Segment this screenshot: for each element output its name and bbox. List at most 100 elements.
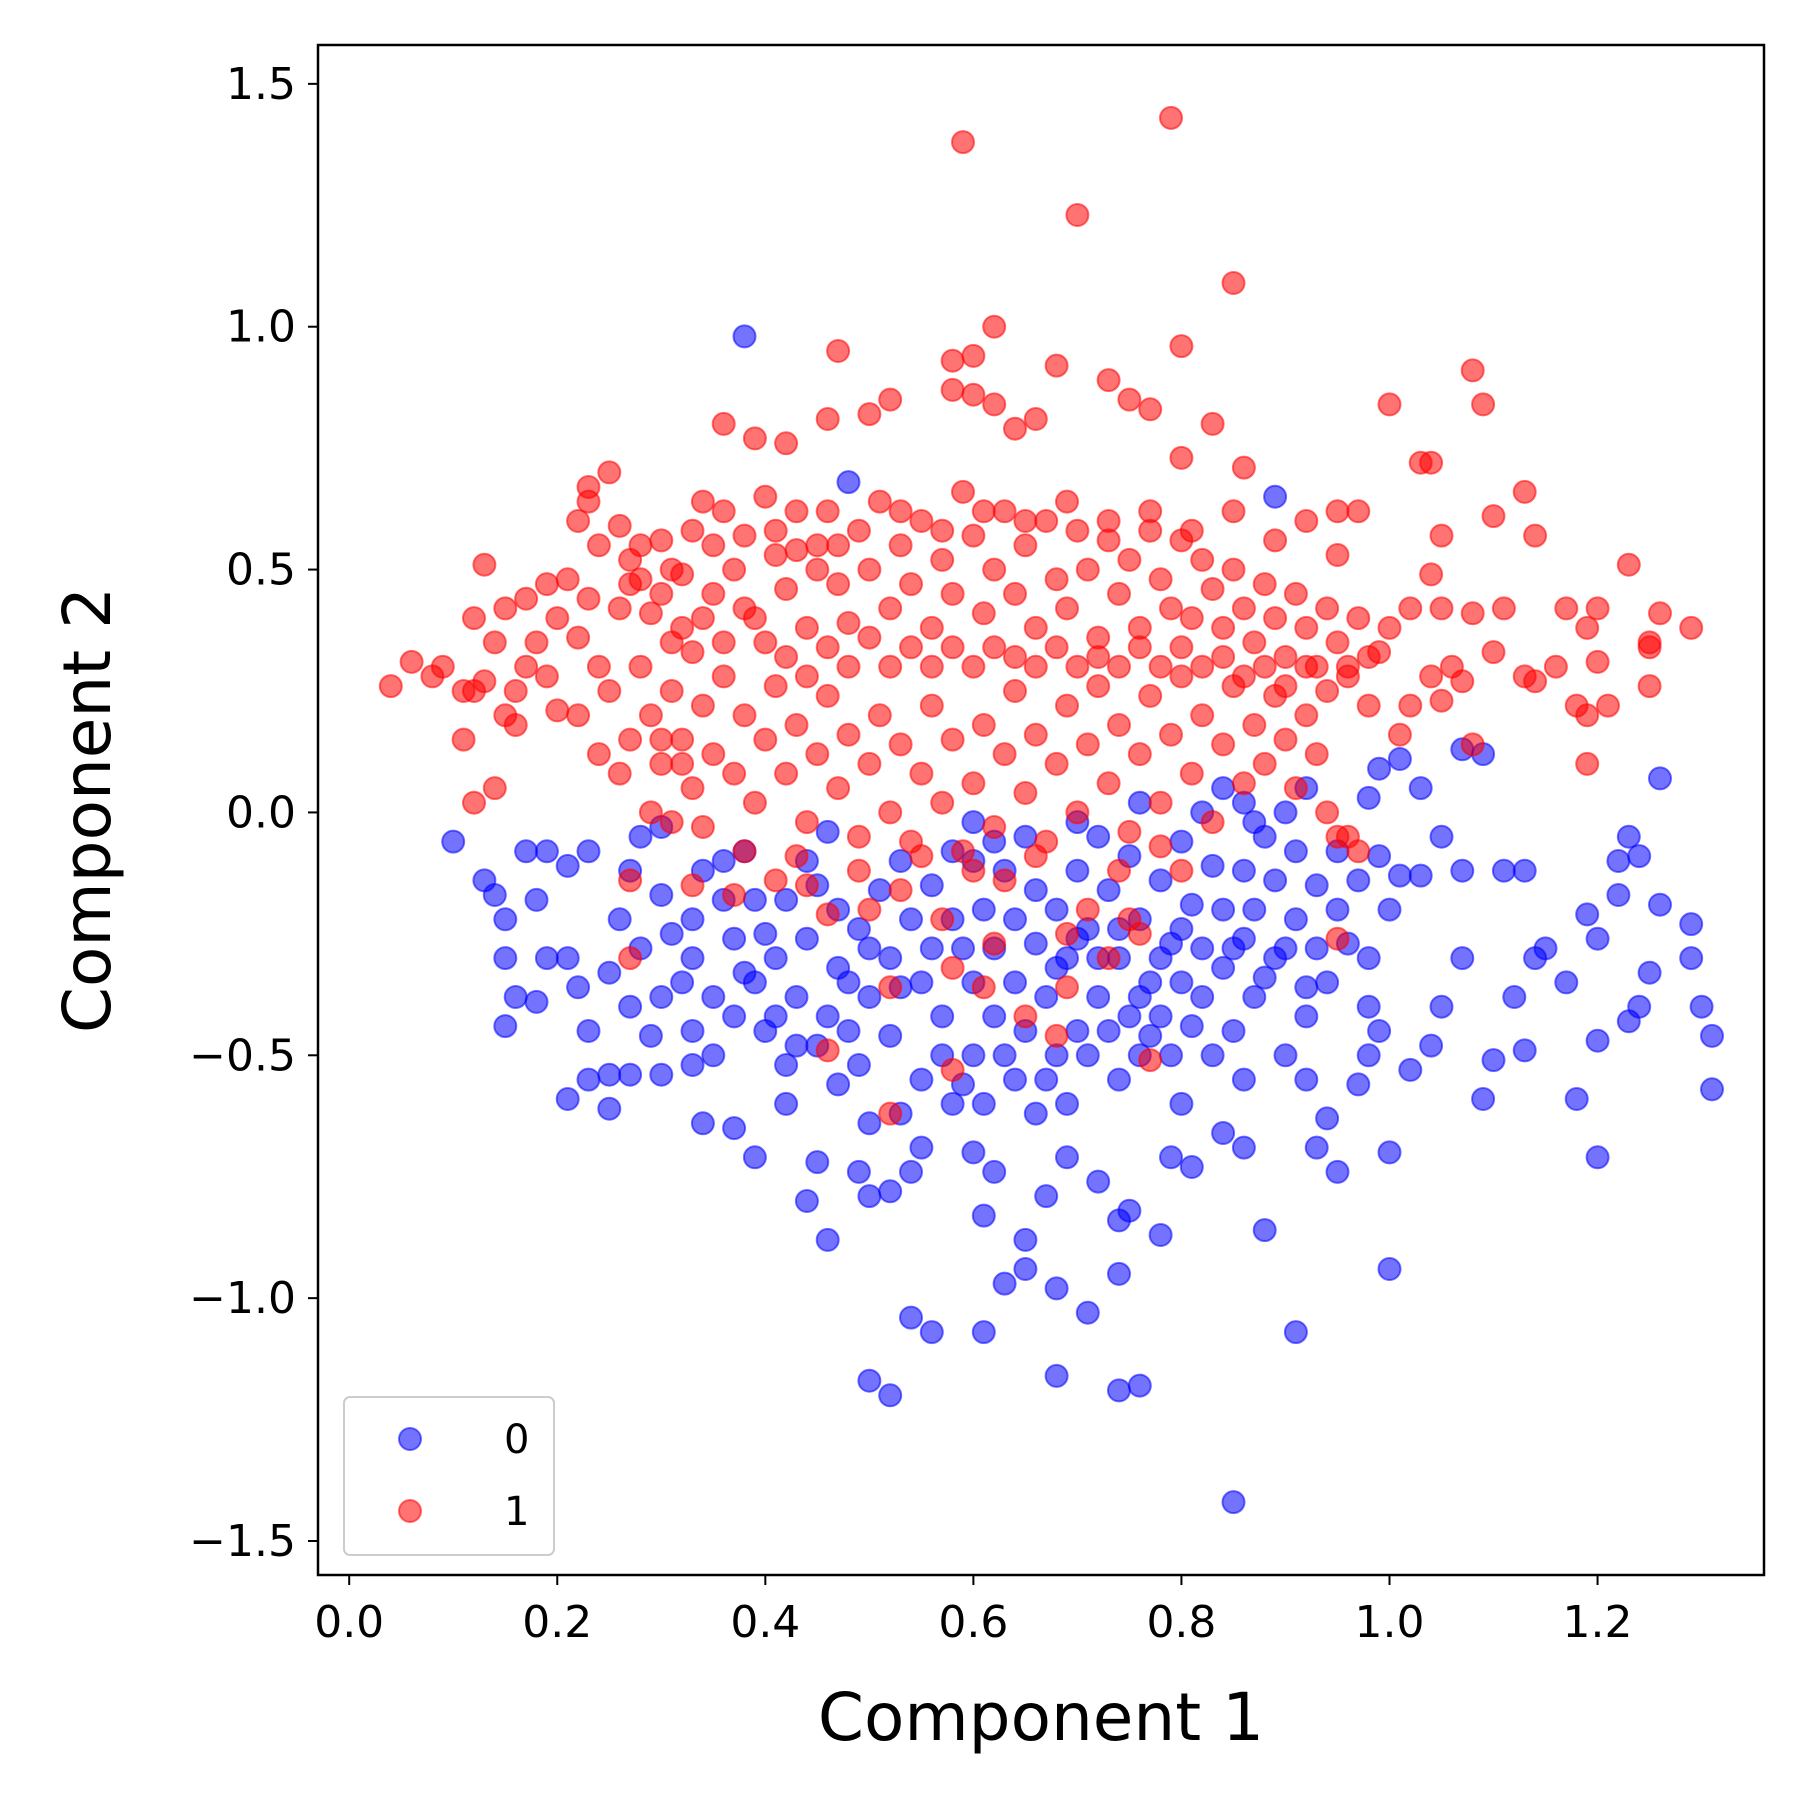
data-point	[1023, 931, 1048, 956]
data-point	[919, 615, 944, 640]
data-point	[1023, 407, 1048, 431]
data-point	[701, 742, 726, 767]
data-point	[1648, 766, 1672, 791]
data-point	[680, 1053, 705, 1077]
data-point	[982, 557, 1007, 582]
data-point	[753, 727, 778, 752]
data-point	[815, 819, 840, 844]
data-point	[503, 679, 528, 703]
data-point	[711, 499, 736, 524]
data-point	[1211, 776, 1236, 801]
legend-label: 1	[504, 1489, 529, 1535]
series-1	[378, 105, 1704, 1126]
data-point	[805, 533, 830, 558]
data-point	[1127, 635, 1152, 660]
data-point	[815, 683, 840, 708]
data-point	[659, 810, 684, 835]
data-point	[1481, 1048, 1506, 1073]
series-0	[441, 324, 1724, 1515]
data-point	[1627, 994, 1652, 1019]
data-point	[846, 1159, 871, 1184]
data-point	[774, 431, 799, 456]
data-point	[878, 800, 903, 825]
data-point	[1231, 926, 1256, 951]
data-point	[607, 907, 632, 932]
data-point	[815, 1038, 840, 1063]
data-point	[909, 844, 934, 869]
y-tick-label: −0.5	[189, 1030, 296, 1081]
data-point	[430, 654, 455, 679]
data-point	[1169, 445, 1194, 470]
data-point	[722, 1004, 747, 1029]
x-tick-label: 0.2	[522, 1597, 592, 1648]
data-point	[1179, 1014, 1204, 1039]
data-point	[1575, 615, 1600, 640]
data-point	[992, 1271, 1017, 1296]
data-point	[711, 630, 736, 655]
data-point	[1377, 392, 1402, 417]
data-point	[514, 586, 539, 611]
data-point	[784, 499, 809, 524]
data-point	[836, 611, 861, 635]
data-point	[1575, 703, 1600, 728]
data-point	[1304, 936, 1329, 961]
data-point	[1283, 839, 1308, 864]
data-point	[1148, 790, 1173, 815]
data-point	[1377, 615, 1402, 640]
data-point	[1471, 1087, 1496, 1111]
data-point	[680, 946, 705, 971]
data-point	[1023, 844, 1048, 869]
data-point	[763, 1004, 788, 1029]
data-point	[763, 674, 788, 699]
data-point	[680, 640, 705, 665]
data-point	[805, 742, 830, 767]
data-point	[940, 348, 965, 373]
data-point	[1117, 547, 1142, 572]
data-point	[680, 776, 705, 801]
data-point	[888, 499, 913, 524]
data-point	[1637, 635, 1662, 660]
data-point	[1169, 1091, 1194, 1116]
data-point	[524, 887, 549, 912]
data-point	[1044, 955, 1069, 980]
data-point	[784, 1033, 809, 1058]
data-point	[524, 630, 549, 655]
data-point	[1637, 674, 1662, 699]
data-point	[899, 1305, 923, 1330]
data-point	[857, 897, 882, 922]
data-point	[1190, 654, 1215, 679]
data-point	[763, 518, 788, 543]
data-point	[1127, 1373, 1152, 1398]
data-point	[1398, 693, 1423, 718]
data-point	[982, 1159, 1007, 1184]
data-point	[992, 1043, 1017, 1068]
data-point	[1242, 897, 1267, 922]
data-point	[722, 557, 747, 582]
data-point	[1429, 596, 1454, 621]
data-point	[1221, 557, 1246, 582]
data-point	[909, 509, 934, 533]
data-point	[1304, 742, 1329, 767]
plot-frame	[316, 43, 1766, 1577]
data-point	[1148, 834, 1173, 859]
data-point	[1075, 557, 1100, 582]
data-point	[1429, 994, 1454, 1019]
data-point	[1086, 824, 1111, 849]
data-point	[1117, 387, 1142, 412]
data-point	[846, 824, 871, 849]
data-point	[805, 557, 830, 582]
data-point	[1700, 1023, 1724, 1048]
data-point	[1169, 635, 1194, 660]
x-axis-label: Component 1	[818, 1679, 1264, 1756]
data-point	[1013, 509, 1038, 533]
data-point	[1606, 849, 1631, 873]
data-point	[1242, 985, 1267, 1009]
data-point	[1138, 499, 1163, 524]
data-point	[1523, 669, 1548, 694]
data-point	[1315, 1106, 1340, 1131]
data-point	[784, 985, 809, 1009]
y-tick-label: 0.0	[226, 787, 296, 838]
data-point	[774, 1091, 799, 1116]
data-point	[1159, 1043, 1183, 1068]
